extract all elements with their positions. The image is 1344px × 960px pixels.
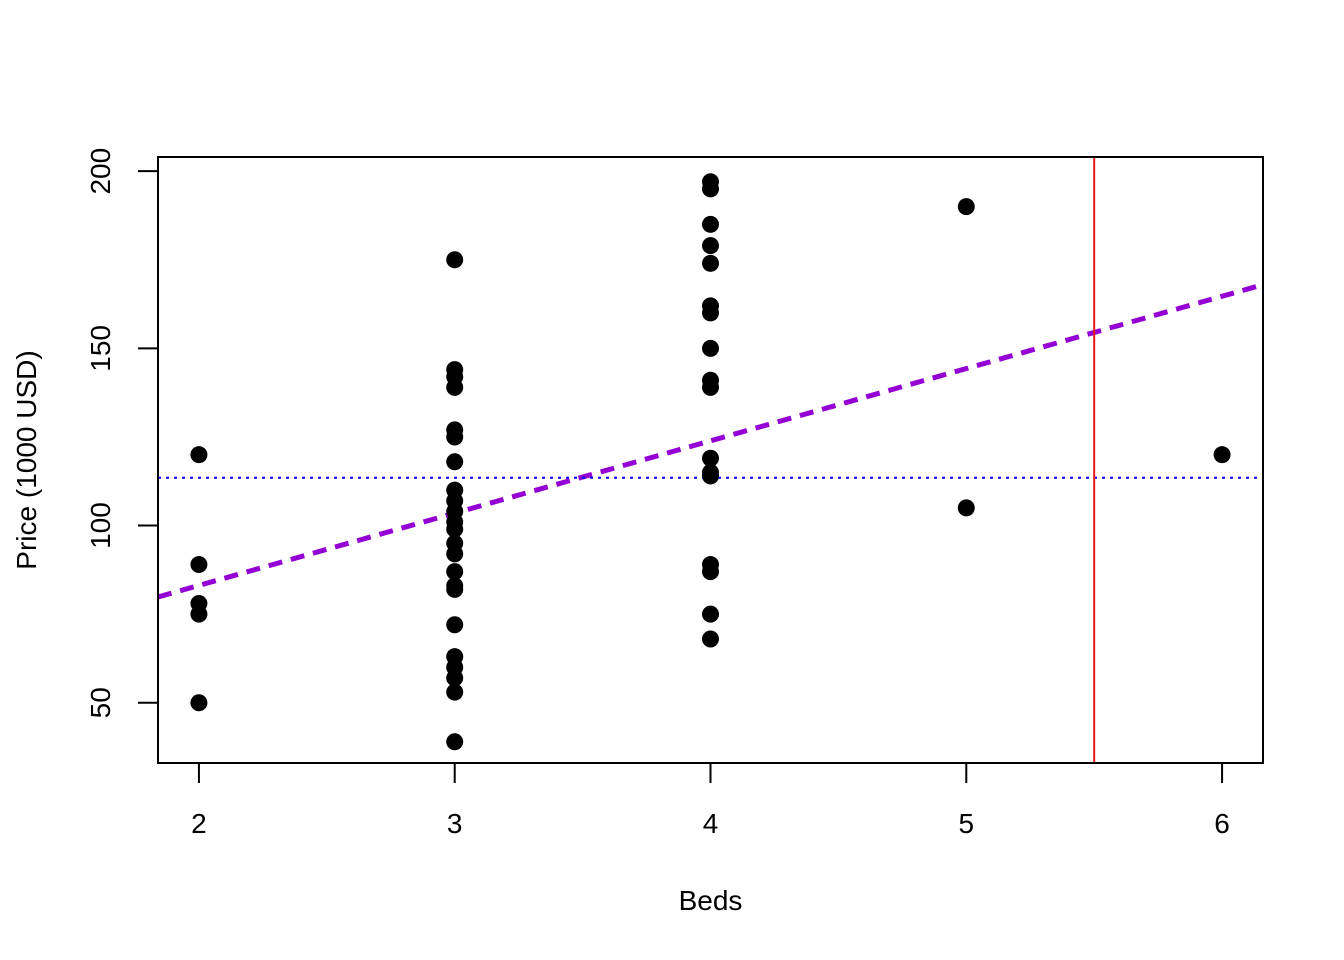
data-point <box>702 215 719 233</box>
data-point <box>1213 446 1231 464</box>
data-point <box>702 180 719 198</box>
data-point <box>702 339 719 357</box>
data-point <box>446 251 464 269</box>
x-tick-label: 3 <box>447 808 463 839</box>
x-tick-label: 6 <box>1214 808 1230 839</box>
x-axis: 2 3 4 5 6 <box>191 762 1230 839</box>
data-point <box>446 428 464 446</box>
data-point <box>190 446 208 464</box>
data-point <box>446 453 464 471</box>
data-point <box>446 520 464 538</box>
data-point <box>446 733 464 751</box>
data-point <box>702 254 719 272</box>
x-tick-label: 2 <box>191 808 207 839</box>
data-point <box>702 630 719 648</box>
y-axis: 50 100 150 200 <box>85 148 159 718</box>
y-tick-label: 200 <box>85 148 116 195</box>
data-point <box>957 499 975 517</box>
data-points <box>190 173 1231 751</box>
data-point <box>446 378 464 396</box>
data-point <box>446 545 464 563</box>
data-point <box>190 694 208 712</box>
y-tick-label: 50 <box>85 687 116 718</box>
y-tick-label: 100 <box>85 502 116 549</box>
data-point <box>446 563 464 581</box>
data-point <box>702 237 719 255</box>
data-point <box>702 467 719 485</box>
y-axis-label: Price (1000 USD) <box>11 350 42 569</box>
y-tick-label: 150 <box>85 325 116 372</box>
data-point <box>702 449 719 467</box>
x-axis-label: Beds <box>679 885 743 916</box>
data-point <box>702 378 719 396</box>
regression-line <box>158 282 1263 600</box>
data-point <box>702 605 719 623</box>
data-point <box>957 198 975 216</box>
data-point <box>702 563 719 581</box>
data-point <box>190 605 208 623</box>
data-point <box>446 669 464 687</box>
x-tick-label: 4 <box>703 808 719 839</box>
data-point <box>702 304 719 322</box>
data-point <box>446 683 464 701</box>
data-point <box>446 616 464 634</box>
data-point <box>190 556 208 574</box>
data-point <box>446 580 464 598</box>
x-tick-label: 5 <box>958 808 974 839</box>
